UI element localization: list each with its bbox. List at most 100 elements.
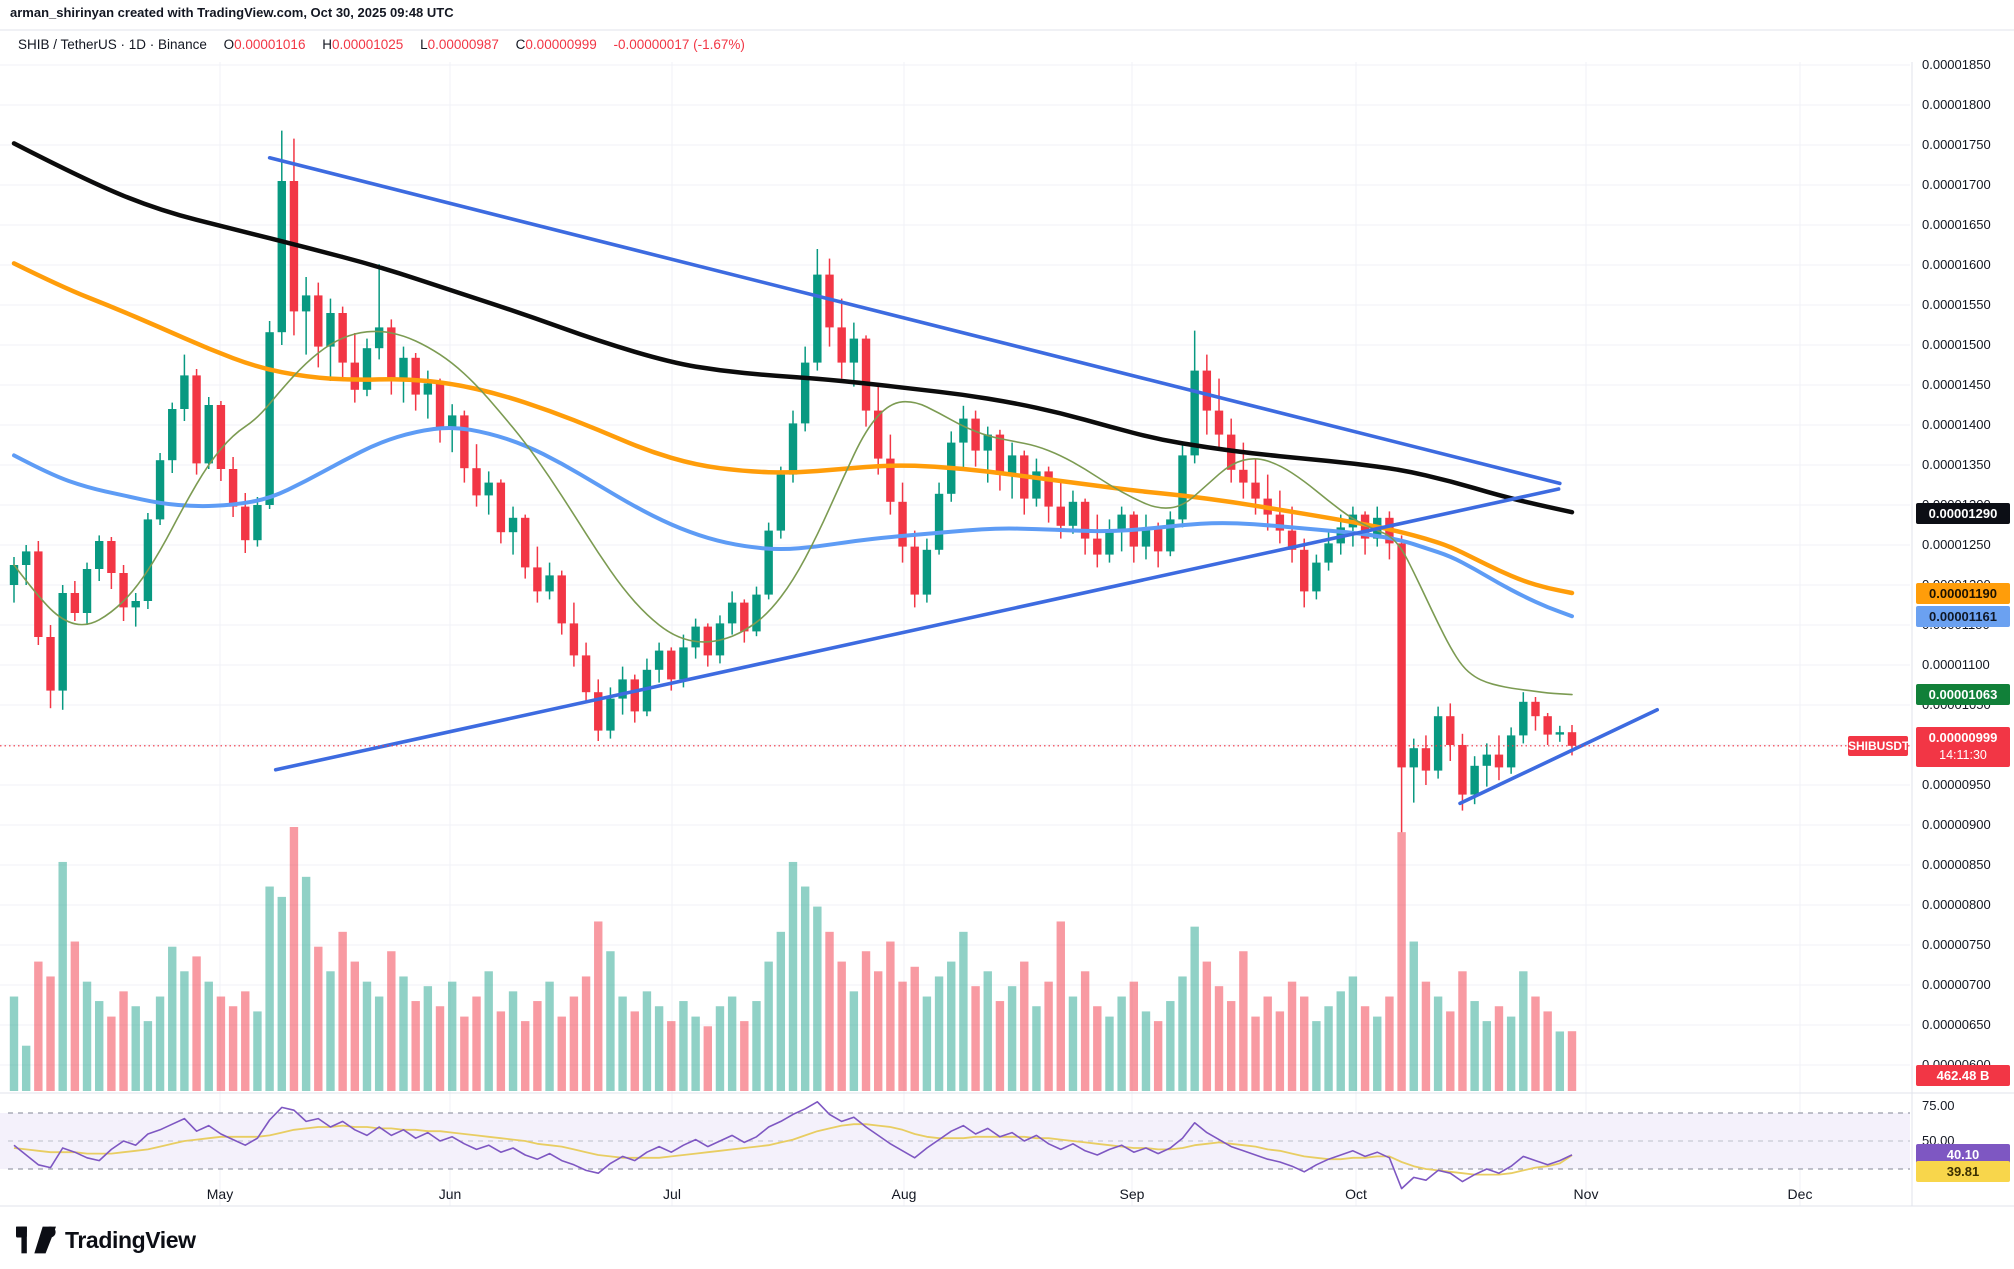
volume-bar bbox=[606, 951, 615, 1091]
volume-bar bbox=[374, 996, 384, 1091]
price-tick-label: 0.00001650 bbox=[1922, 217, 1991, 232]
volume-bar bbox=[155, 996, 165, 1091]
volume-bar bbox=[180, 971, 189, 1091]
volume-bar bbox=[70, 941, 80, 1091]
tradingview-mark-icon bbox=[16, 1226, 56, 1254]
volume-bar bbox=[1214, 986, 1224, 1091]
candle-body bbox=[447, 415, 457, 429]
ma-mid-orange bbox=[11, 261, 1575, 596]
candle-body bbox=[581, 655, 591, 693]
volume-bar bbox=[1287, 981, 1297, 1091]
candle-body bbox=[1239, 469, 1248, 483]
volume-bar bbox=[630, 1011, 639, 1091]
volume-bar bbox=[691, 1016, 700, 1091]
volume-bar bbox=[654, 1006, 664, 1091]
volume-bar bbox=[1421, 981, 1431, 1091]
volume-bar bbox=[861, 951, 871, 1091]
volume-bar bbox=[58, 861, 67, 1091]
volume-bar bbox=[9, 996, 19, 1091]
candle-body bbox=[411, 357, 420, 395]
candle-body bbox=[1324, 543, 1333, 563]
volume-bar bbox=[1494, 1006, 1504, 1091]
volume-bar bbox=[350, 961, 360, 1091]
volume-bar bbox=[447, 981, 457, 1091]
volume-bar bbox=[387, 951, 396, 1091]
volume-bar bbox=[253, 1011, 262, 1091]
candle-body bbox=[374, 327, 384, 349]
candle-body bbox=[752, 594, 761, 632]
volume-bar bbox=[703, 1026, 712, 1091]
volume-bar bbox=[959, 931, 968, 1091]
volume-bar bbox=[472, 996, 481, 1091]
candle-body bbox=[1421, 748, 1431, 771]
volume-bar bbox=[1373, 1016, 1382, 1091]
price-tick-label: 0.00000850 bbox=[1922, 857, 1991, 872]
candle-body bbox=[813, 274, 822, 363]
candle-body bbox=[314, 295, 323, 347]
candle-body bbox=[301, 295, 311, 312]
time-axis[interactable]: May Jun Jul Aug Sep Oct Nov Dec bbox=[0, 1184, 1910, 1208]
candle-body bbox=[1105, 530, 1114, 555]
candle-body bbox=[922, 549, 932, 595]
last-price-badge: 0.00000999 14:11:30 bbox=[1916, 726, 2010, 767]
candle-body bbox=[1068, 501, 1078, 526]
ascending-wedge-line bbox=[273, 487, 1561, 772]
volume-bar bbox=[752, 1001, 761, 1091]
countdown-timer: 14:11:30 bbox=[1939, 747, 1987, 762]
candle-body bbox=[9, 565, 19, 585]
volume-bar bbox=[1543, 1011, 1552, 1091]
candle-body bbox=[1044, 471, 1053, 507]
price-tick-label: 0.00000650 bbox=[1922, 1017, 1991, 1032]
volume-bar bbox=[1093, 1006, 1102, 1091]
volume-bar bbox=[484, 971, 493, 1091]
candle-body bbox=[228, 469, 238, 507]
rsi-band bbox=[0, 1113, 1910, 1169]
symbol-legend[interactable]: SHIB / TetherUS · 1D · Binance O0.000010… bbox=[18, 37, 758, 52]
candle-body bbox=[837, 327, 846, 363]
candle-body bbox=[1519, 701, 1528, 736]
volume-bar bbox=[995, 1001, 1005, 1091]
volume-bar bbox=[216, 996, 226, 1091]
volume-bar bbox=[1470, 1001, 1479, 1091]
volume-bar bbox=[776, 931, 786, 1091]
volume-bar bbox=[1044, 981, 1053, 1091]
volume-bar bbox=[1458, 971, 1467, 1091]
candle-body bbox=[472, 468, 481, 496]
volume-bar bbox=[1226, 1001, 1236, 1091]
volume-bar bbox=[460, 1016, 469, 1091]
volume-bar bbox=[496, 1011, 506, 1091]
candle-body bbox=[204, 405, 213, 464]
symbol-title[interactable]: SHIB / TetherUS · 1D · Binance bbox=[18, 37, 207, 52]
candle-body bbox=[180, 375, 189, 409]
volume-bar bbox=[399, 976, 408, 1091]
tradingview-logo[interactable]: TradingView bbox=[16, 1221, 196, 1259]
candle-body bbox=[861, 338, 871, 411]
volume-bar bbox=[800, 886, 810, 1091]
candle-body bbox=[1202, 370, 1212, 411]
volume-bar bbox=[1531, 996, 1540, 1091]
candle-body bbox=[95, 541, 104, 569]
candle-body bbox=[971, 418, 980, 451]
volume-bar bbox=[910, 966, 919, 1091]
candle-body bbox=[1251, 482, 1260, 499]
volume-bar bbox=[898, 981, 907, 1091]
candle-body bbox=[1433, 716, 1443, 771]
rsi-ma-value-badge: 39.81 bbox=[1916, 1161, 2010, 1183]
candle-body bbox=[886, 458, 895, 502]
volume-bar bbox=[667, 1021, 676, 1091]
ohlc-open: O0.00001016 bbox=[223, 37, 306, 52]
candle-body bbox=[545, 575, 554, 592]
volume-bar bbox=[1385, 996, 1394, 1091]
ma-short-green bbox=[13, 330, 1573, 696]
volume-bar bbox=[82, 981, 92, 1091]
candle-body bbox=[569, 623, 579, 656]
ma-blue-value-badge: 0.00001161 bbox=[1916, 605, 2010, 627]
candle-body bbox=[192, 375, 201, 464]
volume-bar bbox=[533, 1001, 542, 1091]
volume-bar bbox=[301, 876, 311, 1091]
candle-body bbox=[800, 362, 810, 424]
ma-green-value-badge: 0.00001063 bbox=[1916, 684, 2010, 706]
candle-body bbox=[521, 517, 530, 568]
